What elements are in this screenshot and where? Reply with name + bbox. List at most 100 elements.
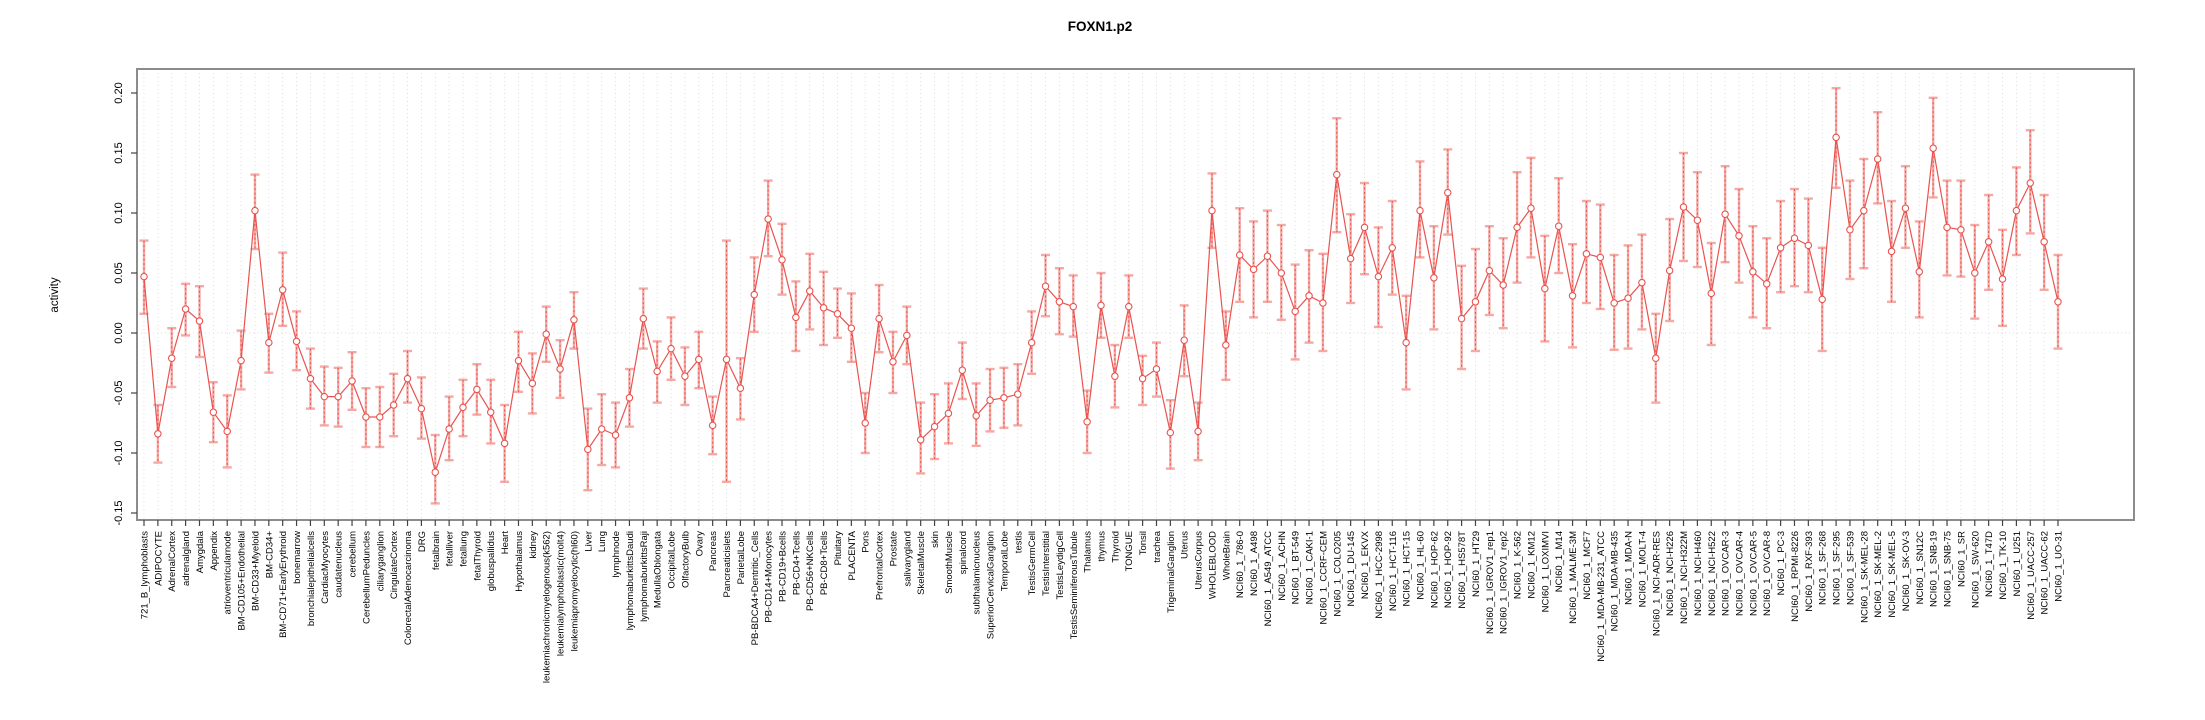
data-point bbox=[833, 310, 842, 318]
data-point bbox=[1513, 223, 1521, 232]
x-tick-label: NCI60_1_HS578T bbox=[1457, 531, 1468, 609]
data-point bbox=[819, 304, 828, 312]
x-tick-label: NCI60_1_RPMI-8226 bbox=[1790, 531, 1801, 622]
data-point bbox=[1887, 247, 1896, 256]
x-tick-label: NCI60_1_A549_ATCC bbox=[1263, 531, 1274, 627]
data-point bbox=[1652, 354, 1660, 362]
x-tick-label: NCI60_1_UACC-62 bbox=[2040, 531, 2051, 614]
x-tick-label: NCI60_1_HT29 bbox=[1471, 531, 1482, 597]
data-point bbox=[542, 330, 550, 338]
data-point bbox=[1901, 204, 1910, 212]
x-tick-label: testis bbox=[1013, 531, 1024, 553]
x-tick-label: NCI60_1_NCI-H460 bbox=[1693, 531, 1704, 616]
data-point bbox=[1790, 234, 1799, 242]
data-point bbox=[1721, 210, 1729, 218]
data-point bbox=[1679, 203, 1688, 211]
data-point bbox=[181, 305, 190, 313]
x-tick-label: TestisInterstitial bbox=[1041, 531, 1052, 596]
x-tick-label: NCI60_1_HOP-62 bbox=[1429, 531, 1440, 608]
x-tick-label: NCI60_1_NCI-H322M bbox=[1679, 531, 1690, 624]
data-point bbox=[237, 356, 245, 365]
x-tick-label: NCI60_1_SW-620 bbox=[1970, 531, 1981, 608]
x-tick-label: PB-CD56+NKCells bbox=[805, 531, 816, 611]
data-point bbox=[334, 392, 342, 401]
data-point bbox=[2026, 179, 2035, 187]
data-point bbox=[778, 256, 786, 264]
data-point bbox=[1818, 295, 1826, 304]
x-tick-label: NCI60_1_NCI-ADR-RES bbox=[1651, 531, 1662, 636]
x-tick-label: NCI60_1_OVCAR-3 bbox=[1721, 531, 1732, 616]
data-point bbox=[1291, 307, 1299, 316]
x-tick-label: NCI60_1_A498 bbox=[1249, 531, 1260, 596]
x-tick-label: NCI60_1_KM12 bbox=[1526, 531, 1537, 599]
x-tick-label: lymphnode bbox=[611, 531, 622, 577]
data-point bbox=[1152, 365, 1161, 373]
x-tick-label: leukemialymphoblastic(molt4) bbox=[556, 531, 567, 656]
data-point bbox=[1402, 338, 1410, 347]
data-point bbox=[1860, 206, 1868, 215]
data-point bbox=[1055, 298, 1064, 306]
x-tick-label: Heart bbox=[500, 531, 511, 555]
x-tick-label: NCI60_1_OVCAR-4 bbox=[1735, 531, 1746, 616]
x-tick-label: TONGUE bbox=[1124, 531, 1135, 571]
data-point bbox=[209, 408, 218, 416]
data-point bbox=[736, 384, 745, 392]
data-point bbox=[348, 377, 356, 385]
x-tick-label: NCI60_1_TK-10 bbox=[1998, 531, 2009, 600]
data-point bbox=[722, 355, 731, 364]
data-point bbox=[1138, 374, 1147, 383]
x-tick-label: PB-BDCA4+Dentritic_Cells bbox=[750, 531, 761, 646]
x-tick-label: PB-CD19+Bcells bbox=[778, 531, 789, 602]
data-point bbox=[625, 394, 634, 402]
x-tick-label: WHOLEBLOOD bbox=[1207, 531, 1218, 599]
data-point bbox=[1263, 252, 1272, 260]
x-tick-label: BM-CD105+Endothelial bbox=[237, 531, 248, 631]
x-tick-label: MedullaOblongata bbox=[653, 530, 664, 608]
data-point bbox=[611, 431, 620, 439]
data-point bbox=[1346, 254, 1355, 263]
x-tick-label: NCI60_1_HL-60 bbox=[1416, 531, 1427, 600]
data-point bbox=[1430, 274, 1438, 282]
data-point bbox=[1665, 266, 1674, 275]
data-point bbox=[167, 354, 176, 362]
x-tick-label: Uterus bbox=[1180, 531, 1191, 559]
x-tick-label: PB-CD4+Tcells bbox=[791, 531, 802, 595]
data-point bbox=[1014, 390, 1022, 398]
x-tick-label: OccipitalLobe bbox=[667, 531, 678, 589]
data-point bbox=[944, 409, 953, 418]
x-tick-label: fetallung bbox=[459, 531, 470, 567]
x-tick-label: thymus bbox=[1097, 531, 1108, 562]
x-tick-label: TestisLeydigCell bbox=[1055, 531, 1066, 600]
data-point bbox=[639, 314, 648, 323]
x-tick-label: NCI60_1_U251 bbox=[2012, 531, 2023, 597]
data-point bbox=[1762, 280, 1771, 288]
x-tick-label: UterusCorpus bbox=[1194, 531, 1205, 590]
x-tick-label: BM-CD34+ bbox=[264, 531, 275, 579]
data-point bbox=[2040, 238, 2048, 246]
x-tick-label: BM-CD71+EarlyErythroid bbox=[278, 531, 289, 638]
x-tick-label: Thalamus bbox=[1083, 531, 1094, 573]
data-point bbox=[1097, 301, 1105, 310]
x-tick-label: NCI60_1_T47D bbox=[1984, 531, 1995, 597]
data-point bbox=[1388, 244, 1397, 252]
y-tick-label: 0.00 bbox=[113, 322, 125, 343]
data-point bbox=[986, 396, 994, 404]
x-tick-label: NCI60_1_DU-145 bbox=[1346, 531, 1357, 607]
data-point bbox=[1457, 314, 1466, 323]
data-point bbox=[1180, 336, 1188, 344]
data-point bbox=[1222, 341, 1230, 349]
x-tick-label: spinalcord bbox=[958, 531, 969, 574]
x-tick-label: ciliaryganglion bbox=[375, 531, 386, 591]
x-tick-label: NCI60_1_SK-MEL-28 bbox=[1859, 531, 1870, 623]
x-tick-label: cerebellum bbox=[348, 531, 359, 578]
x-tick-label: NCI60_1_MCF7 bbox=[1582, 531, 1593, 600]
x-tick-label: NCI60_1_UO-31 bbox=[2054, 531, 2065, 602]
x-tick-label: NCI60_1_MDA-N bbox=[1624, 531, 1635, 605]
data-point bbox=[1069, 302, 1078, 311]
x-tick-label: NCI60_1_M14 bbox=[1554, 531, 1565, 592]
x-tick-label: NCI60_1_COLO205 bbox=[1332, 531, 1343, 617]
data-point bbox=[597, 425, 606, 433]
x-tick-label: CingulateCortex bbox=[389, 531, 400, 599]
x-tick-label: NCI60_1_HCC-2998 bbox=[1374, 531, 1385, 619]
data-point bbox=[708, 421, 717, 430]
